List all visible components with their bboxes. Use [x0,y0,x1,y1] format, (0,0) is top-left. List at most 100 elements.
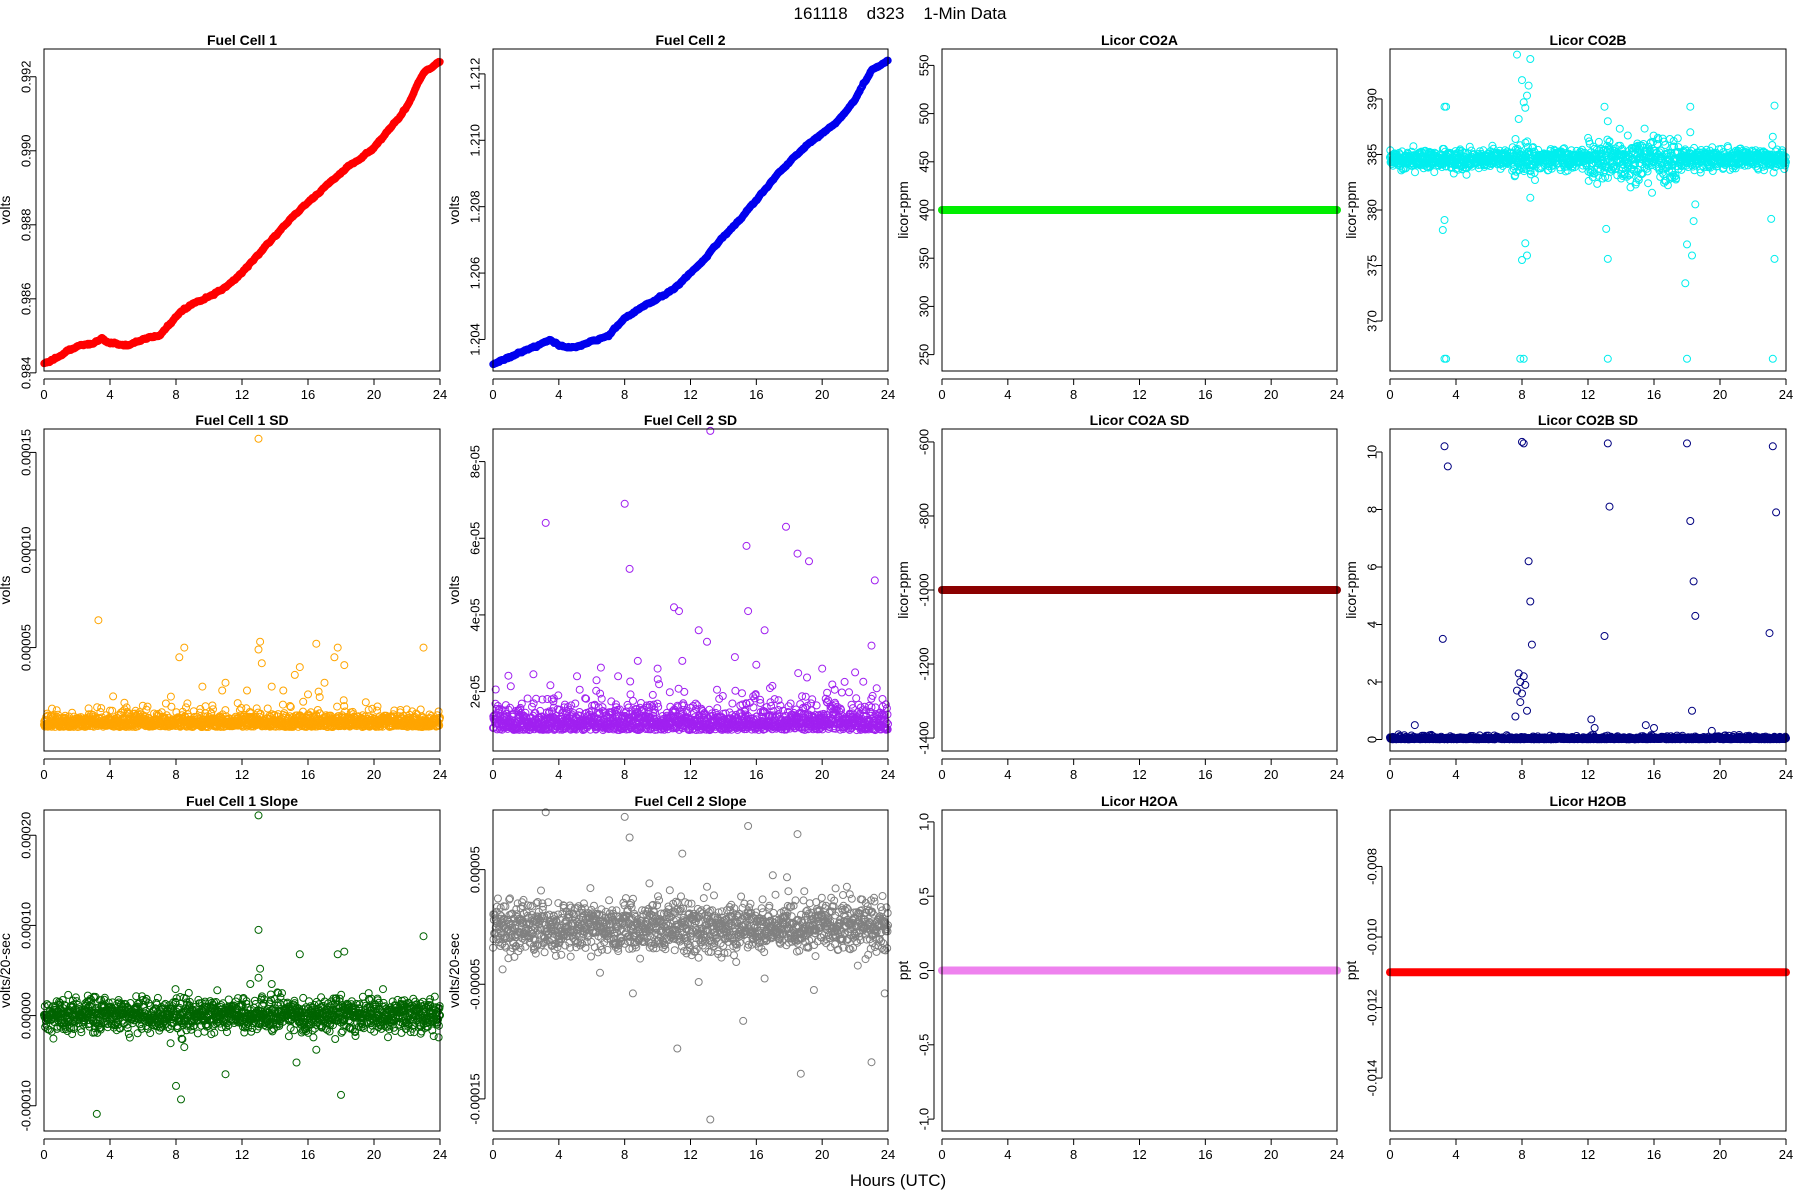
x-tick-label: 20 [1713,387,1727,402]
x-tick-label: 12 [1132,387,1146,402]
data-points [489,56,892,369]
data-point [1440,102,1449,111]
y-axis-label: licor-ppm [895,181,911,239]
data-point [1518,76,1526,85]
data-point [109,692,118,701]
x-tick-label: 12 [235,387,249,402]
y-axis-label: volts [0,196,13,225]
panel-title: Licor CO2B [1549,32,1626,48]
data-point [1640,124,1649,133]
data-point [1770,254,1779,263]
data-point [1623,131,1632,140]
plot-frame [492,48,889,372]
data-point [1602,224,1611,233]
x-tick-label: 16 [1647,387,1661,402]
y-tick-label: 0.986 [19,283,34,316]
data-point [1603,354,1612,363]
data-point [1526,193,1535,202]
x-tick-label: 0 [938,387,945,402]
data-point [1688,251,1696,260]
data-point [1440,216,1449,224]
x-tick-label: 24 [433,387,447,402]
plot-frame [1389,48,1787,372]
x-tick-label: 24 [433,767,447,782]
y-tick-label: 450 [917,151,932,173]
y-tick-label: 0.00005 [19,624,34,671]
x-tick-label: 0 [1386,387,1393,402]
y-tick-label: 400 [917,199,932,221]
data-point [1531,176,1539,184]
data-point [1513,50,1521,59]
x-tick-label: 16 [749,387,763,402]
data-point [1683,240,1691,249]
data-point [1462,170,1471,179]
data-point [1518,256,1526,264]
data-point [1600,102,1609,111]
data-point [1514,115,1523,123]
data-point [1523,91,1531,100]
x-tick-label: 4 [555,387,562,402]
x-tick-label: 8 [621,387,628,402]
data-point [1411,168,1419,177]
y-tick-label: 1.208 [468,190,483,223]
x-tick-label: 20 [815,387,829,402]
x-tick-label: 16 [1198,387,1212,402]
data-point [1648,188,1656,197]
data-point [1686,128,1695,137]
x-tick-label: 12 [683,387,697,402]
y-axis-label: licor-ppm [1343,181,1359,239]
data-points [40,434,444,731]
x-tick-label: 8 [1518,387,1525,402]
y-tick-label: 1.206 [468,257,483,290]
panel-title: Licor CO2A [1101,32,1178,48]
x-tick-label: 4 [106,387,113,402]
data-point [1526,55,1535,63]
data-point [1511,135,1520,143]
y-tick-label: 380 [1365,199,1380,221]
y-tick-label: 300 [917,296,932,318]
data-point [1767,214,1776,223]
x-tick-label: 8 [172,767,179,782]
data-point [1430,168,1439,177]
y-tick-label: 0.984 [19,357,34,390]
plot-frame [43,48,441,372]
x-tick-label: 16 [301,387,315,402]
data-point [1603,254,1612,263]
x-tick-label: 20 [1264,387,1278,402]
data-point [1442,102,1451,111]
y-tick-label: 500 [917,103,932,125]
y-tick-label: 375 [1365,255,1380,277]
x-tick-label: 4 [1452,387,1459,402]
x-tick-label: 8 [1070,387,1077,402]
x-tick-label: 12 [1581,387,1595,402]
data-point [1521,239,1530,248]
x-tick-label: 0 [40,387,47,402]
y-tick-label: 1.210 [468,124,483,157]
y-tick-label: 0.00010 [19,526,34,573]
data-point [1442,354,1451,363]
x-tick-label: 8 [172,387,179,402]
x-tick-label: 20 [367,387,381,402]
data-point [1440,354,1449,363]
y-tick-label: 250 [917,344,932,366]
y-tick-label: 1.212 [468,58,483,91]
x-tick-label: 4 [106,767,113,782]
x-tick-label: 24 [881,387,895,402]
data-point [166,692,175,701]
panel-title: Fuel Cell 1 [207,32,277,48]
x-tick-label: 4 [1004,387,1011,402]
data-points [1386,50,1790,363]
data-point [1683,354,1691,363]
data-points [40,57,444,368]
data-point [1584,176,1593,185]
data-point [1524,81,1533,90]
y-axis-label: volts [0,576,13,605]
data-point [1689,217,1698,226]
y-tick-label: 390 [1365,88,1380,110]
